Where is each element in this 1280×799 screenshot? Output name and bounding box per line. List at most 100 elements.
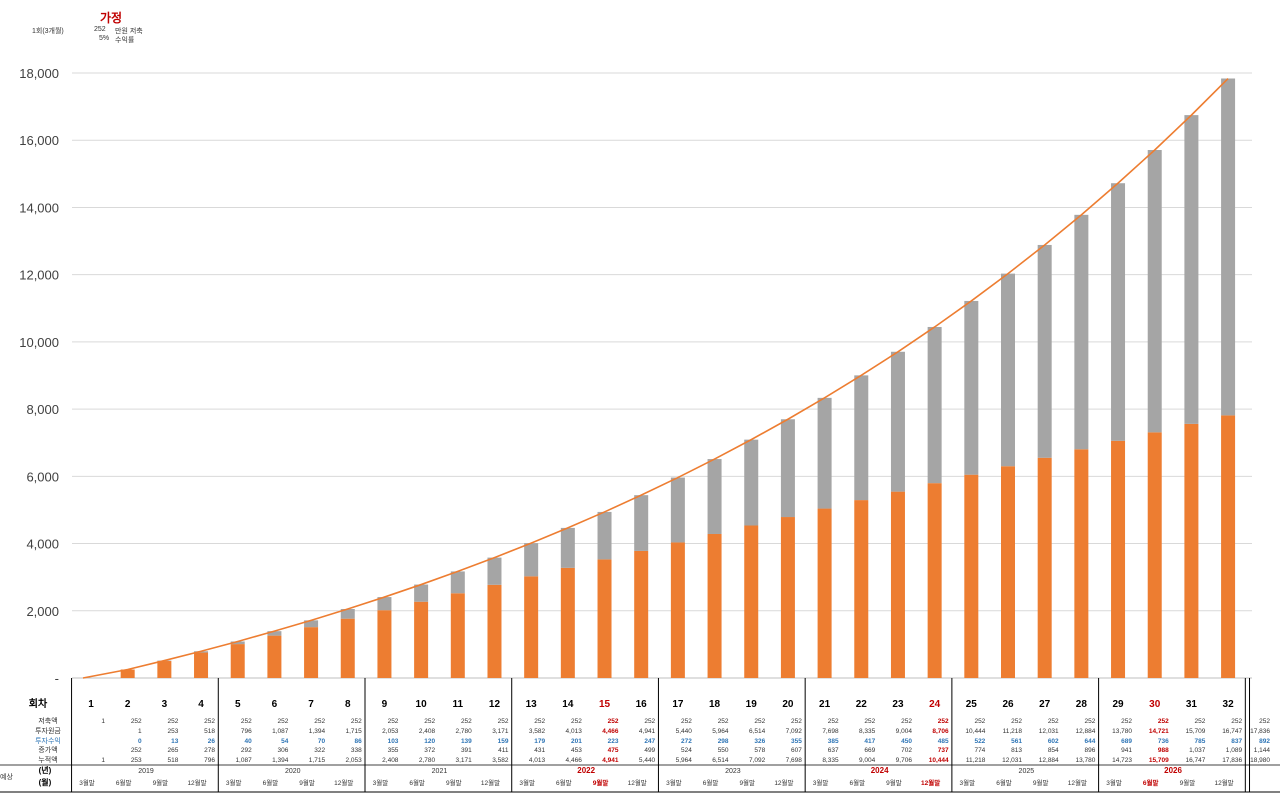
- round-number: 15: [599, 699, 611, 710]
- cell-profit: 417: [864, 738, 875, 745]
- bar-principal: [1037, 457, 1052, 678]
- y-tick-label: 12,000: [19, 268, 59, 283]
- cell-profit: 120: [424, 738, 435, 745]
- cell-saving: 252: [388, 718, 399, 725]
- header-title: 가정: [100, 11, 123, 25]
- cell-saving: 252: [1231, 718, 1242, 725]
- cell-increase: 278: [204, 747, 215, 754]
- cell-increase: 607: [791, 747, 802, 754]
- cell-saving: 252: [1158, 718, 1169, 725]
- cell-month: 6월말: [1143, 778, 1159, 787]
- cell-increase: 355: [388, 747, 399, 754]
- cell-month: 6월말: [996, 778, 1012, 787]
- cell-principal: 13,780: [1112, 728, 1132, 735]
- cell-principal: 796: [241, 728, 252, 735]
- cell-saving: 252: [351, 718, 362, 725]
- cell-increase: 499: [644, 747, 655, 754]
- cell-principal: 8,335: [859, 728, 876, 735]
- cell-cumulative: 5,440: [639, 757, 656, 764]
- cell-saving: 1: [101, 718, 105, 725]
- cell-profit: 103: [388, 738, 399, 745]
- cell-month: 12월말: [921, 778, 940, 787]
- cell-cumulative: 7,698: [786, 757, 803, 764]
- cell-increase: 431: [534, 747, 545, 754]
- bar-principal: [304, 627, 319, 678]
- cell-profit: 485: [938, 738, 949, 745]
- deposit-label: 만원 저축: [115, 28, 143, 35]
- cell-cumulative: 253: [131, 757, 142, 764]
- round-number: 4: [198, 699, 204, 710]
- cell-principal: 15,709: [1186, 728, 1206, 735]
- row-label-increase: 증가액: [38, 745, 57, 754]
- cell-profit: 179: [534, 738, 545, 745]
- bar-principal: [1111, 440, 1126, 678]
- cell-principal: 12,884: [1075, 728, 1095, 735]
- round-number: 19: [746, 699, 758, 710]
- cell-principal: 6,514: [749, 728, 766, 735]
- round-number: 17: [672, 699, 684, 710]
- row-label-principal: 투자원금: [35, 726, 61, 735]
- cumulative-line: [82, 77, 1229, 679]
- cell-cumulative: 4,013: [529, 757, 546, 764]
- row-label-saving: 저축액: [38, 716, 57, 725]
- bar-principal: [670, 542, 685, 678]
- extra-increase: 1,144: [1254, 747, 1271, 754]
- cell-saving: 252: [168, 718, 179, 725]
- y-tick-label: 8,000: [26, 402, 59, 417]
- cell-saving: 252: [278, 718, 289, 725]
- cell-month: 6월말: [116, 778, 132, 787]
- cell-month: 3월말: [226, 778, 242, 787]
- bar-principal: [377, 610, 392, 678]
- cell-saving: 252: [754, 718, 765, 725]
- row-label-round: 회차: [29, 697, 48, 710]
- cell-cumulative: 11,218: [966, 757, 986, 764]
- cell-increase: 306: [278, 747, 289, 754]
- bar-principal: [230, 644, 245, 678]
- row-label-year: (년): [39, 765, 52, 775]
- extra-saving: 252: [1259, 718, 1270, 725]
- cell-month: 6월말: [556, 778, 572, 787]
- cell-saving: 252: [204, 718, 215, 725]
- cell-cumulative: 1,715: [309, 757, 326, 764]
- cell-increase: 578: [754, 747, 765, 754]
- cell-principal: 3,171: [492, 728, 509, 735]
- y-tick-label: 18,000: [19, 66, 59, 81]
- cell-month: 6월말: [263, 778, 279, 787]
- row-label-month: (월): [39, 777, 52, 787]
- cell-cumulative: 2,780: [419, 757, 436, 764]
- cell-increase: 702: [901, 747, 912, 754]
- bar-principal: [780, 517, 795, 678]
- y-tick-label: 2,000: [26, 604, 59, 619]
- cell-profit: 837: [1231, 738, 1242, 745]
- cell-cumulative: 10,444: [929, 757, 949, 764]
- cell-month: 12월말: [187, 778, 206, 787]
- cell-profit: 785: [1195, 738, 1206, 745]
- cell-cumulative: 2,408: [382, 757, 399, 764]
- cell-principal: 16,747: [1222, 728, 1242, 735]
- round-number: 30: [1149, 699, 1161, 710]
- bar-principal: [927, 483, 942, 678]
- bar-principal: [267, 635, 282, 678]
- cell-month: 12월말: [774, 778, 793, 787]
- cell-cumulative: 13,780: [1075, 757, 1095, 764]
- cell-month: 9월말: [153, 778, 169, 787]
- round-number: 9: [382, 699, 388, 710]
- cell-month: 12월말: [628, 778, 647, 787]
- cell-saving: 252: [828, 718, 839, 725]
- cell-cumulative: 14,723: [1112, 757, 1132, 764]
- cell-principal: 518: [204, 728, 215, 735]
- cell-increase: 941: [1121, 747, 1132, 754]
- cell-saving: 252: [571, 718, 582, 725]
- cell-month: 12월말: [334, 778, 353, 787]
- cell-increase: 774: [974, 747, 985, 754]
- round-number: 11: [453, 699, 464, 710]
- round-number: 10: [416, 699, 428, 710]
- bar-gain: [1184, 115, 1199, 424]
- cell-principal: 11,218: [1003, 728, 1023, 735]
- cell-increase: 854: [1048, 747, 1059, 754]
- bar-gain: [780, 419, 795, 518]
- rate-value: 5%: [99, 35, 110, 42]
- round-number: 12: [489, 699, 501, 710]
- round-number: 24: [929, 699, 941, 710]
